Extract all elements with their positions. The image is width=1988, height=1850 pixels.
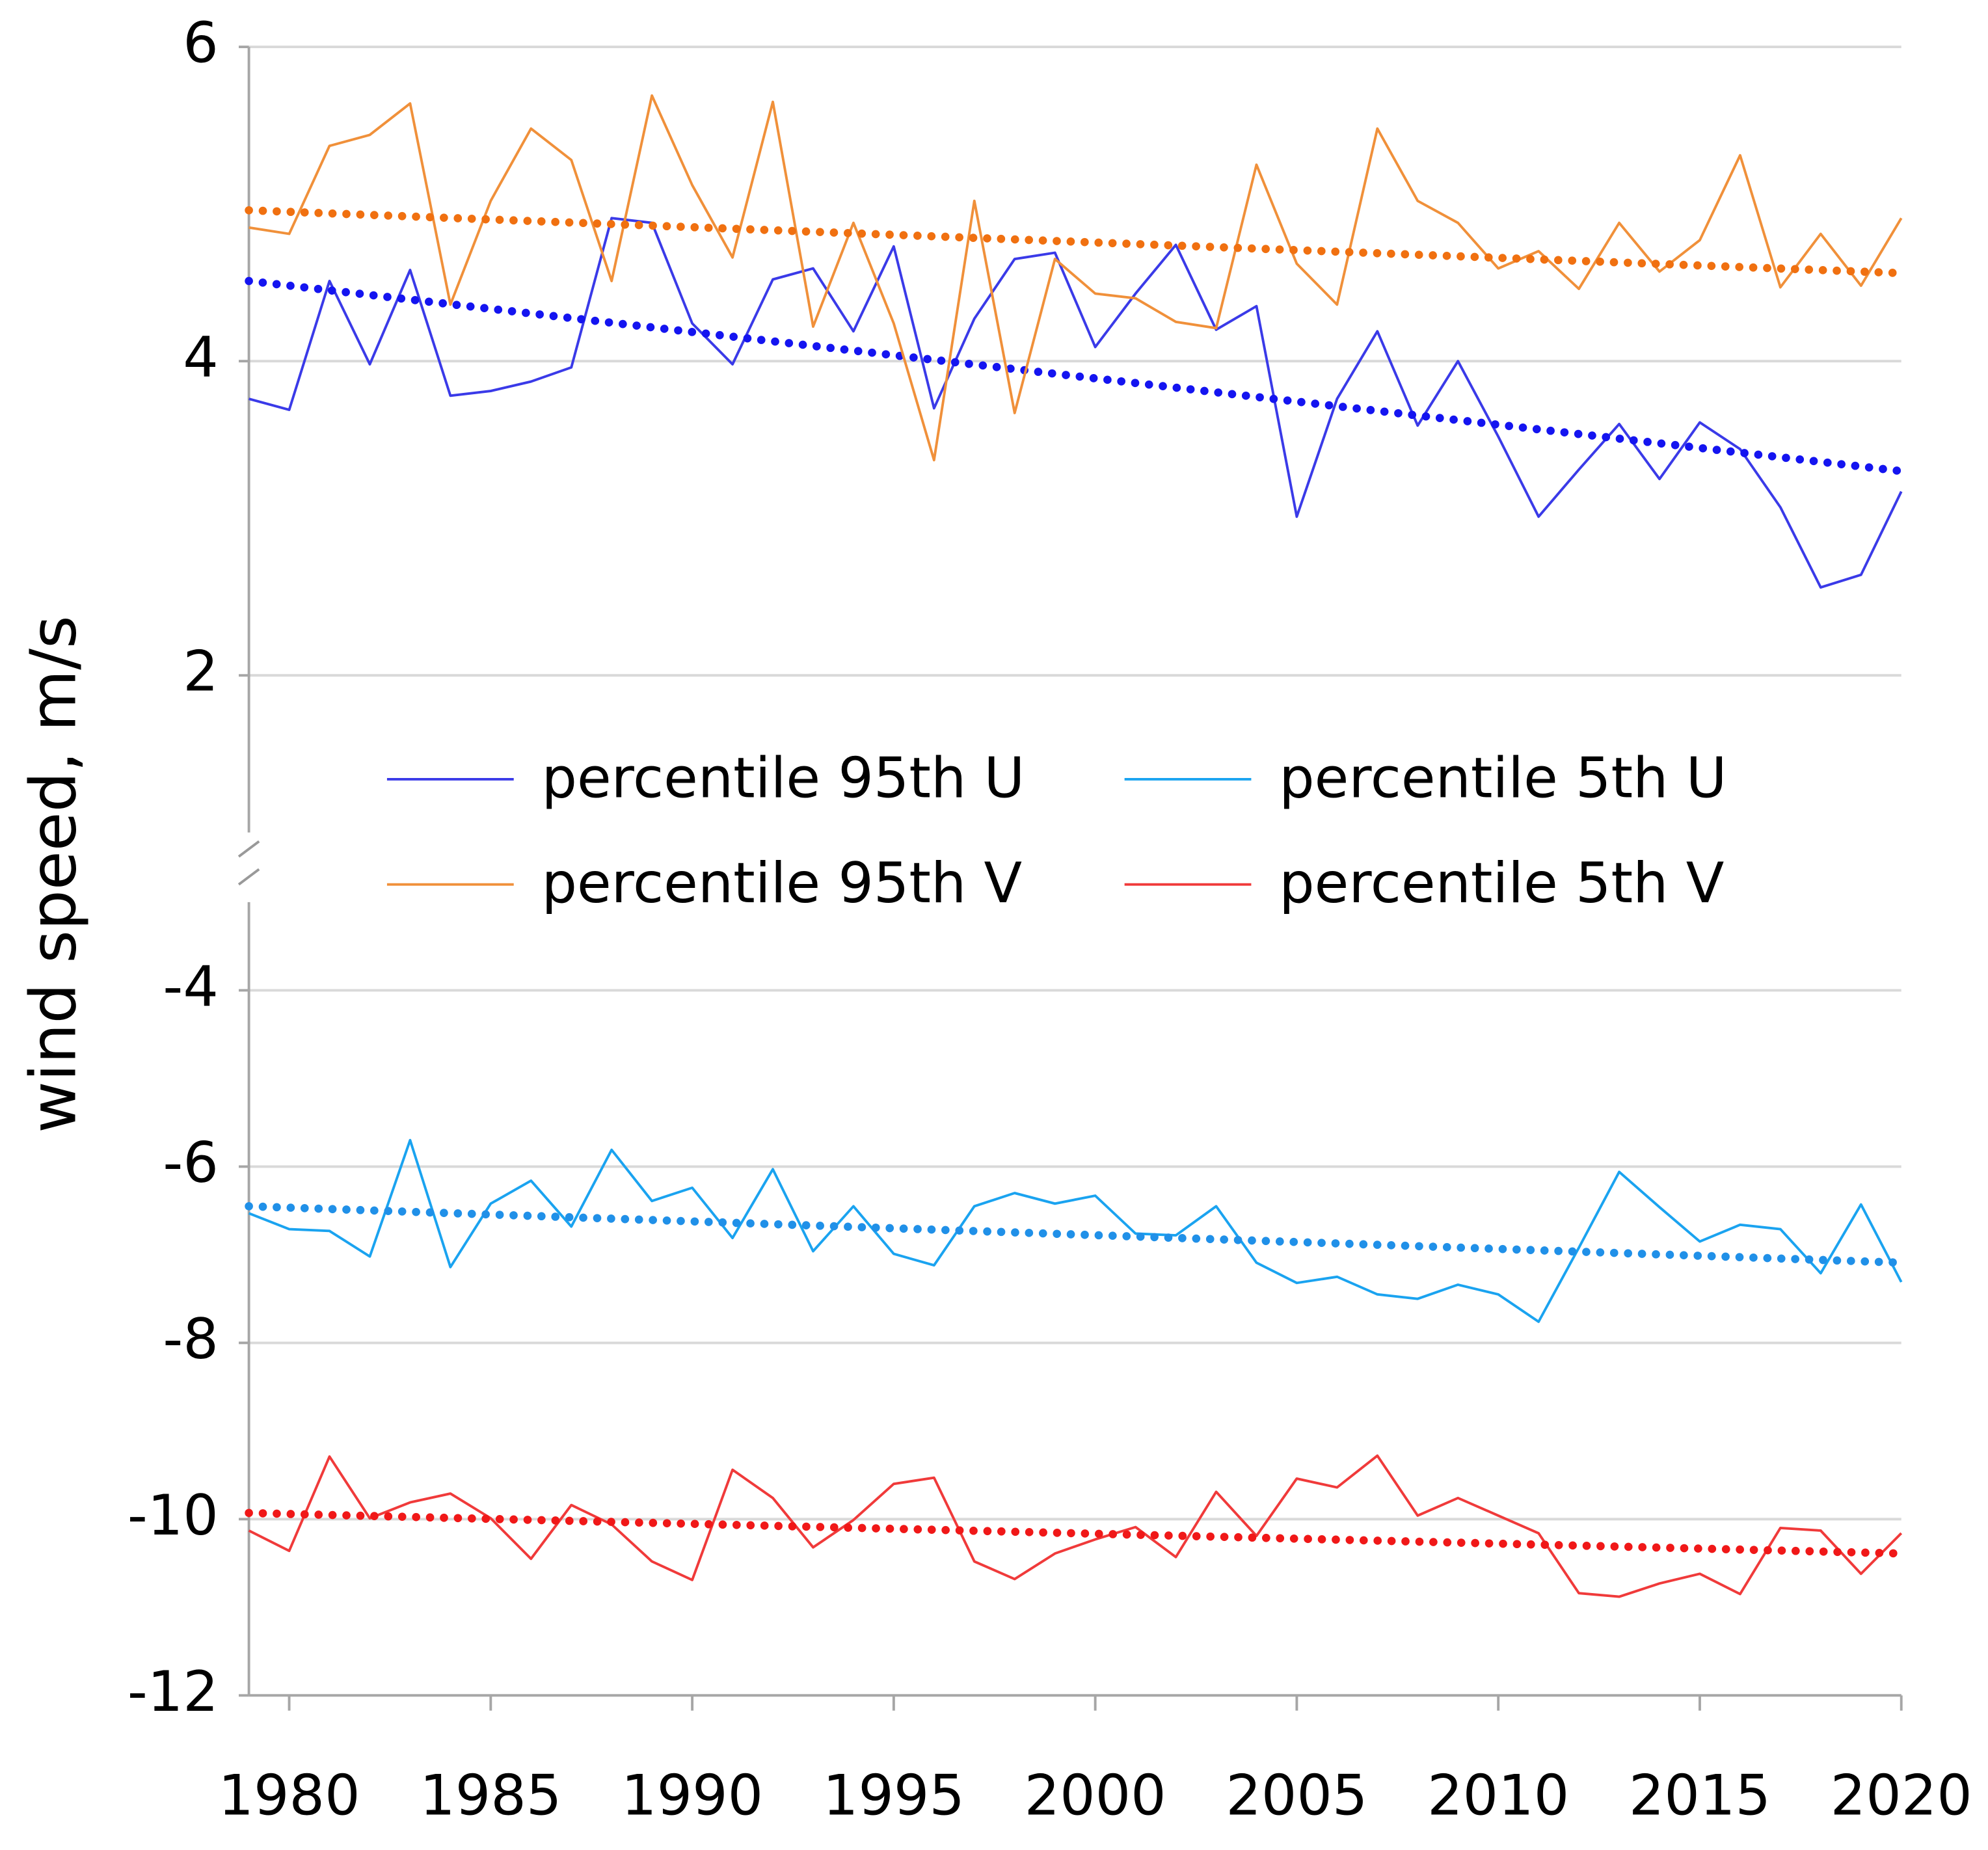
y-tick-label: -6 — [163, 1131, 218, 1196]
x-tick-label: 2010 — [1427, 1763, 1569, 1829]
axis-break-mark — [237, 868, 260, 886]
data-line — [248, 217, 1903, 589]
trend-line — [245, 1508, 1906, 1558]
y-tick-label: -12 — [128, 1659, 219, 1724]
x-tick-label: 2020 — [1831, 1763, 1972, 1829]
data-line — [248, 1138, 1903, 1323]
x-tick-label: 1995 — [823, 1763, 965, 1829]
y-tick-label: 6 — [183, 11, 219, 76]
x-tick-label: 2005 — [1226, 1763, 1367, 1829]
data-line — [248, 1454, 1903, 1598]
axis-break-mark — [237, 840, 260, 858]
y-axis-label: wind speed, m/s — [16, 615, 90, 1133]
legend-label: percentile 95th U — [542, 745, 1025, 811]
y-tick-label: 4 — [183, 325, 219, 390]
x-tick-label: 1985 — [420, 1763, 561, 1829]
y-tick-label: -8 — [163, 1307, 218, 1372]
x-tick-label: 2000 — [1025, 1763, 1166, 1829]
y-tick-label: -4 — [163, 954, 218, 1019]
x-tick-label: 1990 — [621, 1763, 763, 1829]
y-tick-label: -10 — [128, 1483, 219, 1548]
y-tick-label: 2 — [183, 639, 219, 704]
x-tick-label: 1980 — [219, 1763, 360, 1829]
x-tick-label: 2015 — [1629, 1763, 1771, 1829]
data-line — [248, 94, 1903, 462]
legend-label: percentile 5th U — [1279, 745, 1726, 811]
trend-line — [245, 206, 1906, 278]
trend-line — [245, 276, 1906, 476]
trend-line — [245, 1202, 1906, 1267]
legend-label: percentile 95th V — [542, 851, 1023, 916]
legend-label: percentile 5th V — [1279, 851, 1724, 916]
